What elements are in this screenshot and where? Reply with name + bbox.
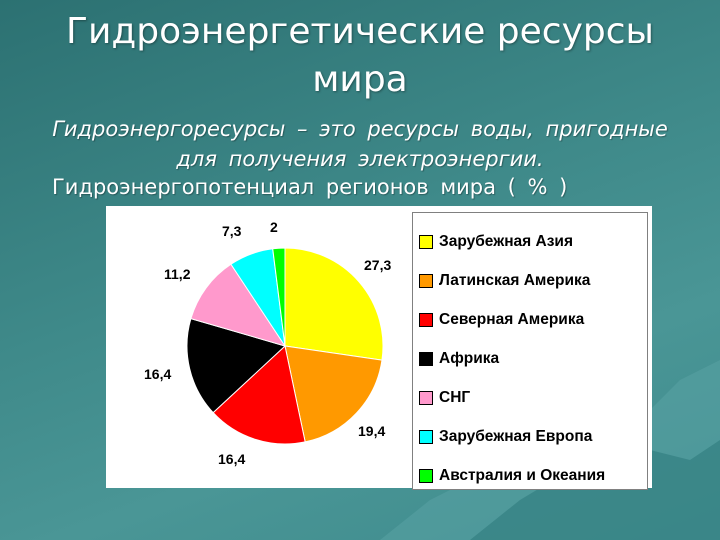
pie-chart: 27,3 19,4 16,4 16,4 11,2 7,3 2 bbox=[144, 219, 391, 467]
legend-swatch bbox=[419, 313, 433, 327]
legend-swatch bbox=[419, 274, 433, 288]
title-line-2: мира bbox=[312, 59, 408, 100]
legend-item: Зарубежная Европа bbox=[419, 427, 592, 447]
data-label-6: 7,3 bbox=[222, 223, 242, 239]
legend-item: Австралия и Океания bbox=[419, 466, 605, 486]
definition-text: Гидроэнергоресурсы – это ресурсы воды, п… bbox=[52, 117, 668, 171]
pie-slice-5 bbox=[190, 263, 287, 347]
title-line-1: Гидроэнергетические ресурсы bbox=[66, 11, 654, 52]
data-label-7: 2 bbox=[270, 219, 278, 235]
legend-swatch bbox=[419, 430, 433, 444]
legend-item: Зарубежная Азия bbox=[419, 232, 573, 252]
pie-slice-2 bbox=[284, 345, 383, 443]
legend-item: Латинская Америка bbox=[419, 271, 590, 291]
data-label-1: 27,3 bbox=[364, 257, 391, 273]
legend-swatch bbox=[419, 391, 433, 405]
chart-area: 27,3 19,4 16,4 16,4 11,2 7,3 2 Зарубежная Азия… bbox=[106, 206, 652, 490]
chart-legend: Зарубежная Азия Латинская Америка Северная… bbox=[412, 212, 648, 490]
chart-subtitle: Гидроэнергопотенциал регионов мира ( % ) bbox=[52, 175, 568, 199]
legend-item: СНГ bbox=[419, 388, 470, 408]
legend-label: Зарубежная Азия bbox=[439, 233, 573, 250]
pie-slice-1 bbox=[284, 247, 384, 361]
data-label-3: 16,4 bbox=[218, 451, 245, 467]
legend-label: Латинская Америка bbox=[439, 272, 591, 289]
legend-label: Северная Америка bbox=[439, 311, 585, 328]
legend-item: Северная Америка bbox=[419, 310, 584, 330]
pie-slice-3 bbox=[212, 345, 306, 445]
data-label-5: 11,2 bbox=[164, 266, 191, 282]
legend-label: Африка bbox=[439, 350, 500, 367]
pie-slice-4 bbox=[186, 318, 286, 414]
data-label-4: 16,4 bbox=[144, 366, 171, 382]
legend-swatch bbox=[419, 352, 433, 366]
legend-swatch bbox=[419, 469, 433, 483]
slide-title: Гидроэнергетические ресурсы мира bbox=[0, 8, 720, 104]
legend-label: Зарубежная Европа bbox=[439, 428, 593, 445]
legend-label: СНГ bbox=[439, 389, 471, 406]
legend-label: Австралия и Океания bbox=[439, 467, 606, 484]
legend-item: Африка bbox=[419, 349, 499, 369]
legend-swatch bbox=[419, 235, 433, 249]
pie-slice-7 bbox=[272, 247, 286, 347]
data-label-2: 19,4 bbox=[358, 423, 385, 439]
